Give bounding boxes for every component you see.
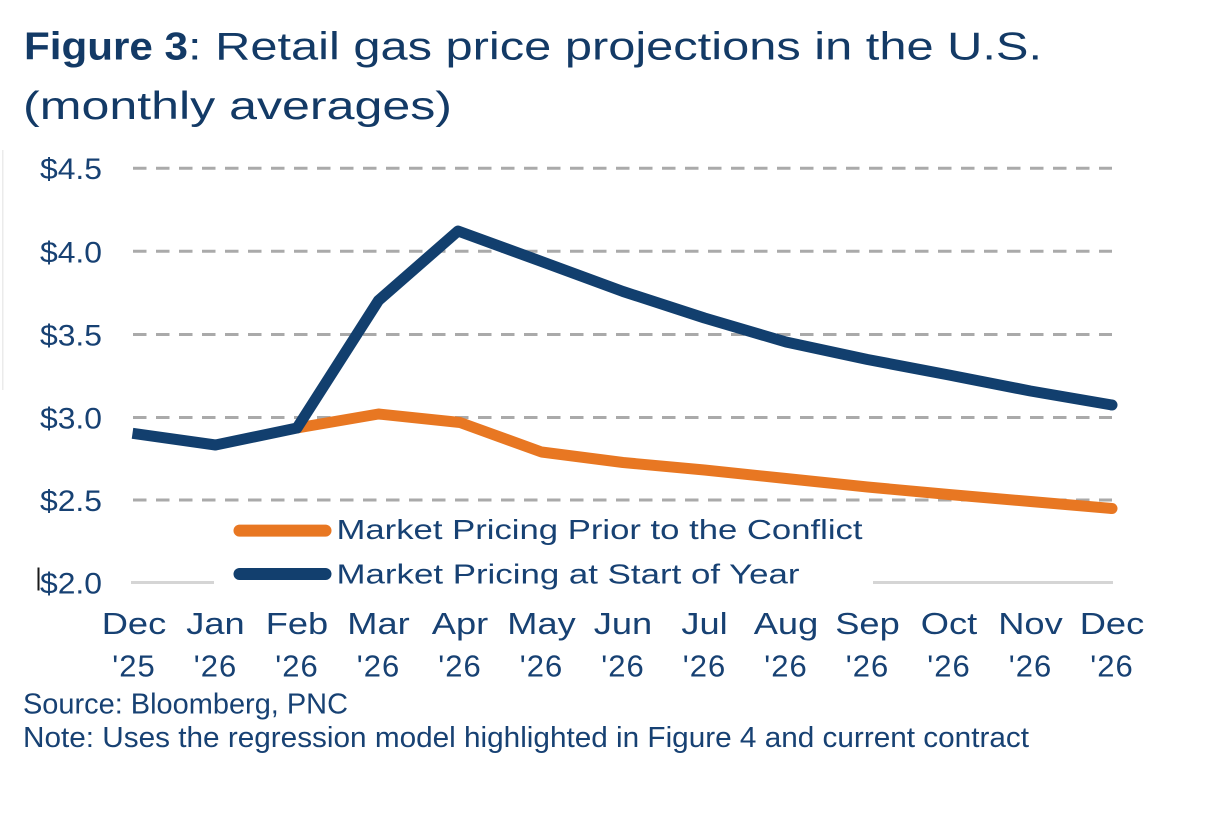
svg-text:$4.0: $4.0 [40,236,102,269]
svg-text:Jun: Jun [594,606,652,641]
svg-text:'26: '26 [1009,649,1052,684]
svg-text:Nov: Nov [998,606,1063,641]
svg-text:Aug: Aug [754,606,819,641]
svg-text:$2.0: $2.0 [40,568,102,601]
svg-text:'25: '25 [112,649,155,684]
svg-text:'26: '26 [357,649,400,684]
svg-text:$3.0: $3.0 [40,403,102,436]
svg-text:$2.5: $2.5 [40,485,102,518]
svg-text:'26: '26 [194,649,237,684]
svg-text:$3.5: $3.5 [40,320,102,353]
svg-text:'26: '26 [683,649,726,684]
svg-text:Dec: Dec [102,606,167,641]
svg-text:Market Pricing Prior to the Co: Market Pricing Prior to the Conflict [337,514,863,545]
svg-text:(monthly averages): (monthly averages) [23,85,452,128]
svg-text:'26: '26 [601,649,644,684]
svg-text:'26: '26 [927,649,970,684]
svg-text:Figure 3: Figure 3 [24,26,188,69]
svg-text:Jan: Jan [186,606,244,641]
svg-text:'26: '26 [275,649,318,684]
svg-text:'26: '26 [520,649,563,684]
svg-text:Mar: Mar [347,606,409,641]
svg-text:'26: '26 [846,649,889,684]
svg-text:'26: '26 [764,649,807,684]
svg-text:May: May [507,606,576,641]
svg-text:Apr: Apr [432,606,488,641]
svg-text:Sep: Sep [835,606,900,641]
svg-text:Feb: Feb [266,606,328,641]
svg-text:Jul: Jul [681,606,727,641]
svg-text:Market Pricing at Start of Yea: Market Pricing at Start of Year [337,559,800,590]
svg-text:'26: '26 [438,649,481,684]
svg-text:: Retail gas price projections: : Retail gas price projections in the U.… [188,26,1042,69]
svg-text:Note: Uses the regression mode: Note: Uses the regression model highligh… [23,722,1029,754]
svg-text:Dec: Dec [1080,606,1145,641]
svg-text:$4.5: $4.5 [40,153,102,186]
svg-text:Oct: Oct [921,606,978,641]
svg-text:'26: '26 [1090,649,1133,684]
svg-text:Source: Bloomberg, PNC: Source: Bloomberg, PNC [23,689,348,721]
